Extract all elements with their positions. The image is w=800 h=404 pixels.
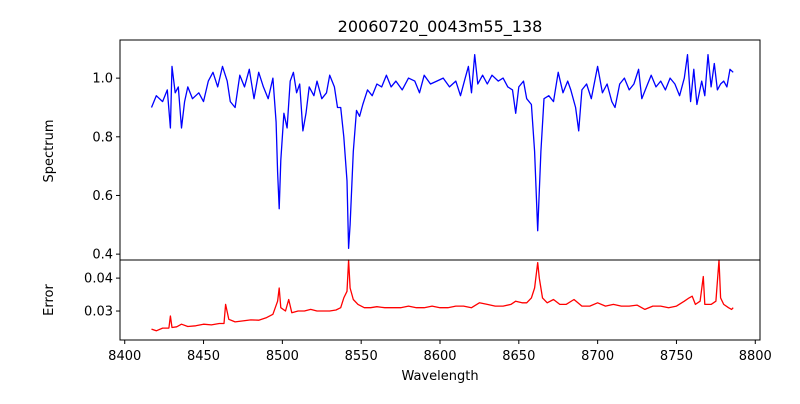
- x-tick-label: 8450: [187, 349, 220, 364]
- x-tick-label: 8650: [502, 349, 535, 364]
- error-axes: 0.03 0.04 8400 8450 8500 8550 8600 8650 8700 8750…: [84, 259, 772, 364]
- y-tick-label: 0.6: [92, 189, 113, 204]
- y-axis-label-error: Error: [42, 284, 57, 316]
- y-tick-label: 0.8: [92, 130, 113, 145]
- axes-frame: [119, 39, 761, 261]
- x-tick-label: 8700: [581, 349, 614, 364]
- axes-frame: [119, 259, 761, 341]
- spectrum-line: [150, 54, 734, 249]
- x-tick-label: 8400: [108, 349, 141, 364]
- y-axis-label-spectrum: Spectrum: [42, 120, 57, 183]
- chart-title: 20060720_0043m55_138: [338, 17, 543, 37]
- x-tick-label: 8600: [423, 349, 456, 364]
- y-tick-label: 0.03: [84, 305, 113, 320]
- x-tick-label: 8800: [739, 349, 772, 364]
- x-tick-label: 8550: [345, 349, 378, 364]
- x-tick-label: 8500: [266, 349, 299, 364]
- y-tick-label: 1.0: [92, 72, 113, 87]
- y-tick-label: 0.4: [92, 248, 113, 263]
- error-line: [151, 259, 734, 332]
- y-tick-label: 0.04: [84, 272, 113, 287]
- x-axis-label: Wavelength: [401, 369, 478, 384]
- spectrum-axes: 0.4 0.6 0.8 1.0: [92, 39, 761, 263]
- x-tick-label: 8750: [660, 349, 693, 364]
